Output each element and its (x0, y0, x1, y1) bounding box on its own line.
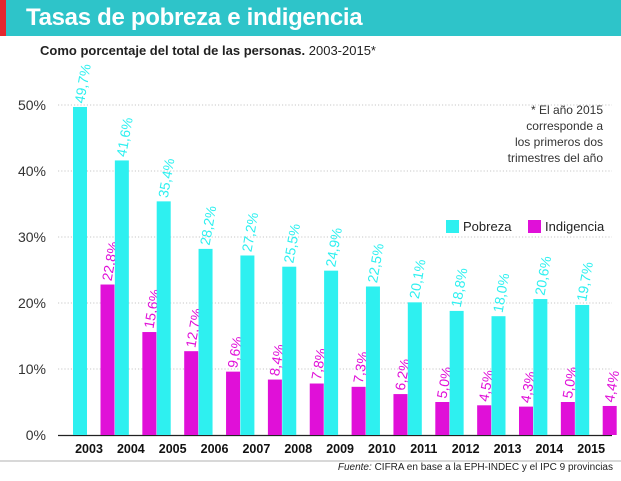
bar-pobreza (365, 286, 380, 435)
bar-indigencia (142, 332, 157, 435)
x-tick-label: 2012 (452, 442, 480, 456)
legend-label-pobreza: Pobreza (463, 219, 512, 234)
y-tick-label: 20% (18, 295, 46, 311)
bar-indigencia (351, 386, 366, 435)
source-text: CIFRA en base a la EPH-INDEC y el IPC 9 … (374, 462, 613, 473)
y-tick-label: 40% (18, 163, 46, 179)
x-tick-label: 2005 (159, 442, 187, 456)
y-tick-label: 30% (18, 229, 46, 245)
value-label-pobreza: 27,2% (239, 211, 262, 253)
bar-pobreza (156, 201, 171, 435)
value-label-pobreza: 28,2% (197, 205, 220, 247)
y-tick-label: 10% (18, 361, 46, 377)
title-banner: Tasas de pobreza e indigencia (0, 0, 621, 36)
bar-indigencia (602, 405, 617, 435)
value-label-pobreza: 20,6% (532, 255, 555, 297)
footnote-line: corresponde a (526, 119, 603, 133)
value-label-indigencia: 4,4% (601, 369, 621, 403)
y-tick-label: 50% (18, 97, 46, 113)
x-tick-label: 2015 (577, 442, 605, 456)
value-label-indigencia: 6,2% (392, 357, 413, 391)
footnote-line: los primeros dos (515, 135, 603, 149)
value-label-pobreza: 25,5% (280, 222, 303, 264)
value-label-indigencia: 7,8% (308, 347, 329, 381)
source-label: Fuente: (337, 462, 372, 473)
value-label-indigencia: 8,4% (266, 343, 287, 377)
bar-indigencia (226, 371, 241, 435)
accent-mark (0, 0, 6, 36)
x-tick-label: 2010 (368, 442, 396, 456)
bar-pobreza (449, 310, 464, 435)
x-tick-label: 2013 (494, 442, 522, 456)
subtitle-period: 2003-2015* (308, 43, 376, 58)
bar-pobreza (198, 248, 213, 435)
x-tick-label: 2007 (242, 442, 270, 456)
value-label-indigencia: 9,6% (224, 335, 245, 369)
x-tick-label: 2011 (410, 442, 437, 456)
bar-indigencia (267, 379, 282, 435)
bar-indigencia (560, 402, 575, 435)
value-label-indigencia: 4,3% (517, 370, 538, 404)
value-label-pobreza: 49,7% (71, 63, 94, 105)
bar-indigencia (309, 383, 324, 435)
bar-indigencia (393, 394, 408, 435)
x-tick-label: 2009 (326, 442, 354, 456)
x-tick-label: 2008 (284, 442, 312, 456)
bar-pobreza (114, 160, 129, 435)
value-label-indigencia: 4,5% (475, 369, 496, 403)
bar-pobreza (533, 299, 548, 435)
legend-label-indigencia: Indigencia (545, 219, 605, 234)
x-tick-label: 2006 (201, 442, 229, 456)
bar-indigencia (519, 406, 533, 435)
bar-pobreza (282, 266, 297, 435)
footnote-line: * El año 2015 (531, 103, 603, 117)
bar-pobreza (324, 270, 339, 435)
value-label-pobreza: 20,1% (406, 258, 429, 300)
bar-indigencia (100, 284, 115, 435)
subtitle-text: Como porcentaje del total de las persona… (40, 43, 306, 58)
x-tick-label: 2004 (117, 442, 145, 456)
bar-indigencia (184, 351, 199, 435)
value-label-pobreza: 18,8% (448, 267, 471, 309)
bar-indigencia (435, 402, 450, 435)
page-title: Tasas de pobreza e indigencia (26, 4, 363, 31)
value-label-pobreza: 35,4% (155, 157, 178, 199)
value-label-pobreza: 18,0% (490, 272, 513, 314)
legend-swatch-pobreza (446, 220, 459, 233)
y-tick-label: 0% (26, 427, 46, 443)
chart-subtitle: Como porcentaje del total de las persona… (40, 43, 376, 58)
value-label-indigencia: 5,0% (433, 365, 454, 399)
x-tick-label: 2003 (75, 442, 103, 456)
value-label-pobreza: 22,5% (364, 242, 387, 284)
value-label-pobreza: 19,7% (573, 261, 596, 303)
value-label-indigencia: 7,3% (350, 350, 371, 384)
bar-pobreza (575, 304, 590, 435)
bar-pobreza (491, 316, 506, 435)
bar-pobreza (240, 255, 255, 435)
value-label-indigencia: 5,0% (559, 365, 580, 399)
value-label-pobreza: 41,6% (113, 116, 136, 158)
bar-indigencia (477, 405, 492, 435)
bar-pobreza (407, 302, 422, 435)
value-label-pobreza: 24,9% (322, 226, 345, 268)
bar-pobreza (73, 106, 87, 435)
footnote-line: trimestres del año (508, 151, 604, 165)
legend-swatch-indigencia (528, 220, 541, 233)
x-tick-label: 2014 (535, 442, 563, 456)
source-note: Fuente: CIFRA en base a la EPH-INDEC y e… (338, 462, 613, 473)
